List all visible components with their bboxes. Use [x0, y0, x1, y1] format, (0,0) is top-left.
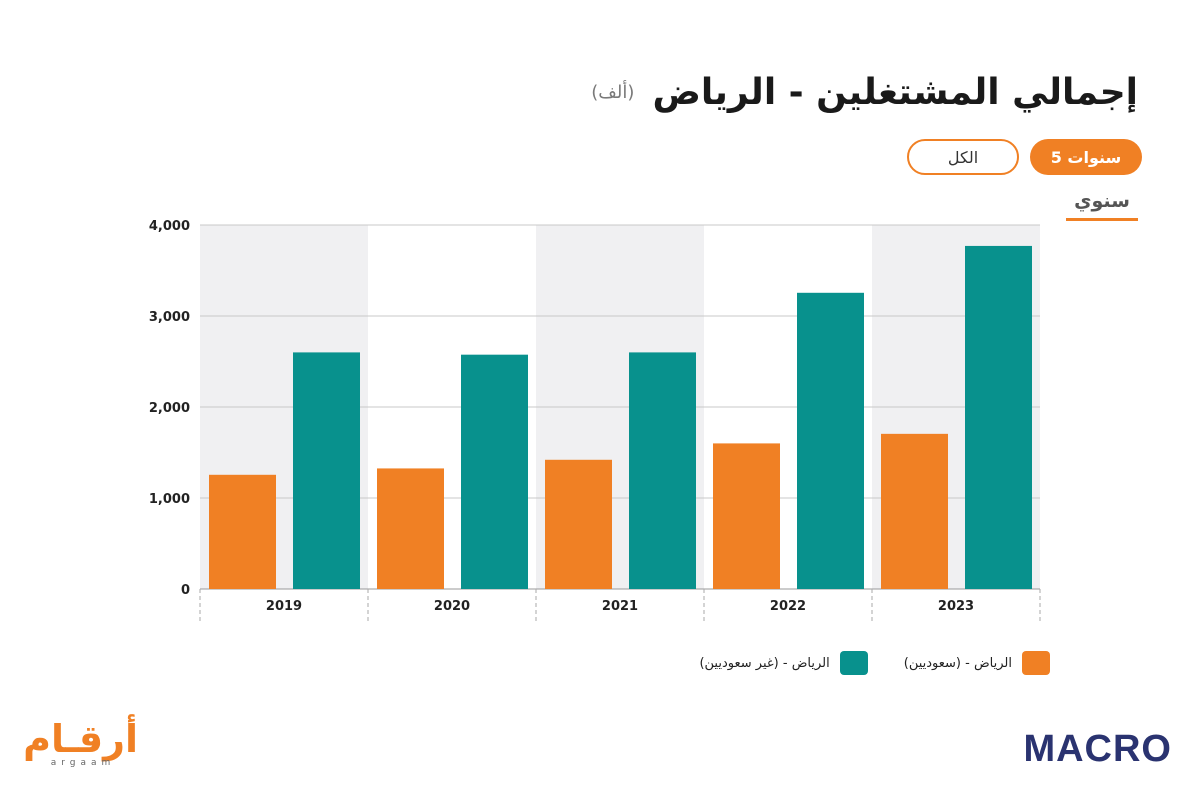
legend: الرياض - (سعوديين) الرياض - (غير سعوديين…: [699, 651, 1050, 675]
bar-chart: 0 1,000 2,000 3,000 4,000 2019 2020 2021 2022 202…: [149, 219, 1041, 622]
unit-label: (ألف): [591, 82, 635, 103]
legend-swatch-saudi: [1022, 651, 1050, 675]
x-tick-label: 2023: [938, 599, 974, 614]
title-row: إجمالي المشتغلين - الرياض (ألف): [591, 72, 1138, 113]
legend-swatch-non-saudi: [839, 651, 868, 675]
bar-saudi: [713, 443, 780, 589]
y-tick-label: 2,000: [149, 401, 190, 416]
y-tick-label: 1,000: [149, 492, 190, 507]
bar-non-saudi: [797, 292, 864, 589]
legend-label-saudi: الرياض - (سعوديين): [903, 655, 1012, 671]
y-tick-label: 4,000: [149, 219, 190, 234]
bar-saudi: [209, 474, 276, 589]
x-tick-label: 2019: [266, 599, 302, 614]
chart-title: إجمالي المشتغلين - الرياض: [652, 72, 1138, 113]
legend-label-non-saudi: الرياض - (غير سعوديين): [699, 655, 830, 671]
bar-saudi: [881, 433, 948, 589]
y-tick-label: 0: [181, 583, 190, 598]
x-tick-label: 2021: [602, 599, 638, 614]
argaam-logo: أرقـام argaam: [23, 717, 138, 772]
bar-non-saudi: [293, 352, 360, 589]
argaam-logo-text: أرقـام: [23, 717, 138, 761]
bar-non-saudi: [461, 354, 528, 589]
bar-non-saudi: [965, 245, 1032, 589]
argaam-logo-sub: argaam: [50, 758, 116, 768]
five-years-button[interactable]: 5 سنوات: [1030, 139, 1142, 175]
legend-item-non-saudi[interactable]: الرياض - (غير سعوديين): [699, 651, 868, 675]
x-tick-label: 2022: [770, 599, 806, 614]
y-tick-label: 3,000: [149, 310, 190, 325]
bar-saudi: [377, 468, 444, 589]
all-button[interactable]: الكل: [907, 139, 1019, 175]
bar-non-saudi: [629, 352, 696, 589]
macro-logo: MACRO: [1023, 728, 1172, 770]
legend-item-saudi[interactable]: الرياض - (سعوديين): [904, 651, 1050, 675]
x-tick-label: 2020: [434, 599, 470, 614]
bar-saudi: [545, 459, 612, 589]
tab-yearly[interactable]: سنوي: [1066, 190, 1138, 221]
